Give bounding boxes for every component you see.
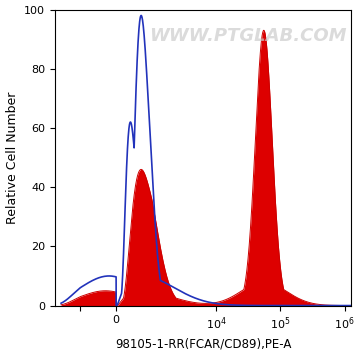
Y-axis label: Relative Cell Number: Relative Cell Number — [5, 91, 18, 224]
Text: WWW.PTGLAB.COM: WWW.PTGLAB.COM — [149, 27, 346, 45]
X-axis label: 98105-1-RR(FCAR/CD89),PE-A: 98105-1-RR(FCAR/CD89),PE-A — [115, 337, 291, 350]
